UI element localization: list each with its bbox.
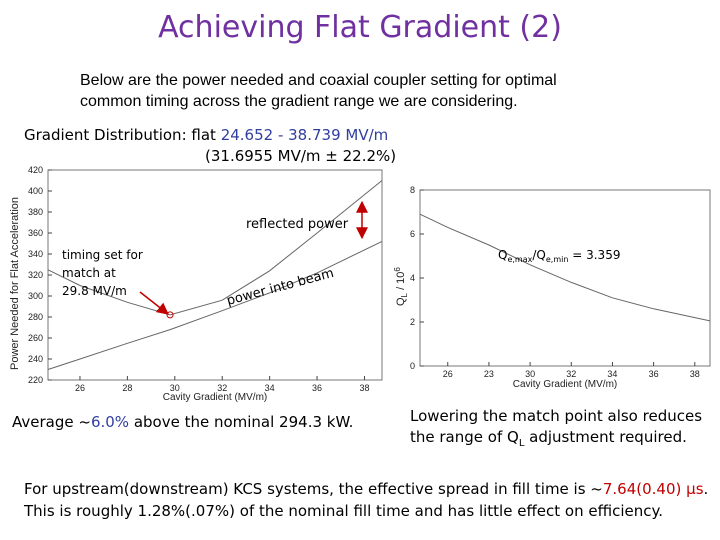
y-tick-label: 300 xyxy=(28,291,43,301)
ql-chart: 0 2 4 6 8 26 23 30 32 34 36 38 QL / 106 Cavity Gra… xyxy=(393,185,711,390)
x-tick-label: 36 xyxy=(312,383,322,393)
gradient-range: 24.652 - 38.739 xyxy=(220,126,341,144)
x-tick-label: 28 xyxy=(122,383,132,393)
average-note: Average ~6.0% above the nominal 294.3 kW… xyxy=(12,412,353,433)
x-tick-label: 32 xyxy=(217,383,227,393)
x-tick-label: 38 xyxy=(359,383,369,393)
ql-x-axis-label: Cavity Gradient (MV/m) xyxy=(513,379,617,390)
y-tick-label: 2 xyxy=(410,317,415,327)
y-tick-label: 240 xyxy=(28,354,43,364)
timing-label-line-2: match at xyxy=(62,266,116,280)
y-tick-label: 360 xyxy=(28,228,43,238)
power-x-axis-label: Cavity Gradient (MV/m) xyxy=(163,392,267,403)
y-tick-label: 400 xyxy=(28,186,43,196)
ql-chart-frame xyxy=(419,189,711,367)
power-y-axis-label: Power Needed for Flat Acceleration xyxy=(9,197,21,370)
y-tick-label: 340 xyxy=(28,249,43,259)
footer-line-1: For upstream(downstream) KCS systems, th… xyxy=(24,480,709,498)
y-tick-label: 380 xyxy=(28,207,43,217)
series-line-1 xyxy=(47,240,383,370)
y-tick-label: 220 xyxy=(28,375,43,385)
x-tick-label: 30 xyxy=(525,369,535,379)
power-chart: 220 240 260 280 300 320 340 360 380 400 420 26 28 30… xyxy=(9,165,383,403)
match-note: Lowering the match point also reduces th… xyxy=(410,406,702,454)
slide-title: Achieving Flat Gradient (2) xyxy=(158,10,562,45)
gradient-distribution: Gradient Distribution: flat 24.652 - 38.… xyxy=(24,126,388,144)
x-tick-label: 38 xyxy=(690,369,700,379)
average-prefix: Average ~ xyxy=(12,413,91,431)
fill-time-spread: 7.64(0.40) µs xyxy=(602,480,704,498)
intro-text: Below are the power needed and coaxial c… xyxy=(80,70,557,112)
y-tick-label: 0 xyxy=(410,361,415,371)
y-tick-label: 4 xyxy=(410,273,415,283)
match-point-marker xyxy=(166,311,174,319)
x-tick-label: 32 xyxy=(566,369,576,379)
ql-y-axis-label: QL / 106 xyxy=(393,267,409,306)
timing-label-line-1: timing set for xyxy=(62,248,143,262)
timing-label-line-3: 29.8 MV/m xyxy=(62,284,127,298)
power-chart-frame xyxy=(47,169,383,381)
series-line-0 xyxy=(47,180,383,316)
intro-line-2: common timing across the gradient range … xyxy=(80,93,518,110)
footer-text: For upstream(downstream) KCS systems, th… xyxy=(24,478,708,522)
footer-line-2: This is roughly 1.28%(.07%) of the nomin… xyxy=(24,502,663,520)
series-line-0 xyxy=(419,213,711,322)
x-tick-label: 30 xyxy=(170,383,180,393)
match-note-line-1: Lowering the match point also reduces xyxy=(410,407,703,425)
x-tick-label: 26 xyxy=(443,369,453,379)
y-tick-label: 280 xyxy=(28,312,43,322)
average-value: 6.0% xyxy=(90,413,130,431)
y-tick-label: 6 xyxy=(410,229,415,239)
qe-ratio-label: Qe,max/Qe,min = 3.359 xyxy=(498,248,620,264)
gradient-center: (31.6955 MV/m ± 22.2%) xyxy=(205,147,397,165)
match-note-line-2: the range of QL adjustment required. xyxy=(410,428,687,449)
x-tick-label: 34 xyxy=(607,369,617,379)
x-tick-label: 34 xyxy=(265,383,275,393)
x-tick-label: 36 xyxy=(649,369,659,379)
timing-arrow xyxy=(139,291,169,315)
y-tick-label: 420 xyxy=(28,165,43,175)
gradient-prefix: Gradient Distribution: flat xyxy=(24,126,221,144)
gradient-unit: MV/m xyxy=(340,126,389,144)
y-tick-label: 320 xyxy=(28,270,43,280)
reflected-power-label: reflected power xyxy=(246,217,349,232)
y-tick-label: 260 xyxy=(28,333,43,343)
x-tick-label: 23 xyxy=(484,369,494,379)
y-tick-label: 8 xyxy=(410,185,415,195)
x-tick-label: 26 xyxy=(75,383,85,393)
intro-line-1: Below are the power needed and coaxial c… xyxy=(80,72,557,89)
average-suffix: above the nominal 294.3 kW. xyxy=(129,413,354,431)
